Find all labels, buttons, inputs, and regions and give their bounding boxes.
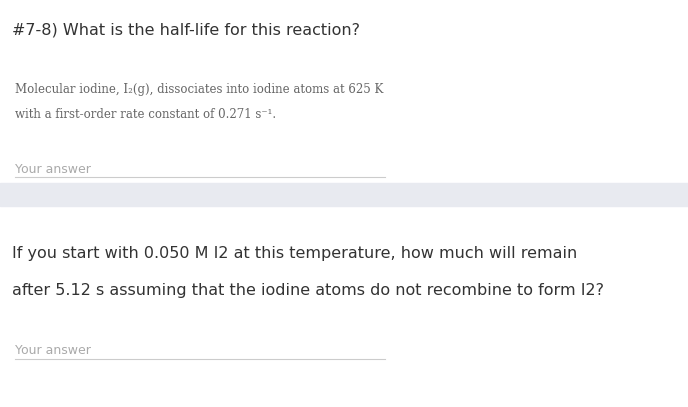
Text: #7-8) What is the half-life for this reaction?: #7-8) What is the half-life for this rea… — [12, 22, 361, 37]
Text: If you start with 0.050 M I2 at this temperature, how much will remain: If you start with 0.050 M I2 at this tem… — [12, 246, 578, 261]
Text: after 5.12 s assuming that the iodine atoms do not recombine to form I2?: after 5.12 s assuming that the iodine at… — [12, 283, 604, 298]
Text: Your answer: Your answer — [15, 163, 91, 176]
Text: Your answer: Your answer — [15, 344, 91, 357]
Text: with a first-order rate constant of 0.271 s⁻¹.: with a first-order rate constant of 0.27… — [15, 108, 277, 121]
Bar — [0, 183, 688, 206]
Text: Molecular iodine, I₂(g), dissociates into iodine atoms at 625 K: Molecular iodine, I₂(g), dissociates int… — [15, 83, 383, 96]
